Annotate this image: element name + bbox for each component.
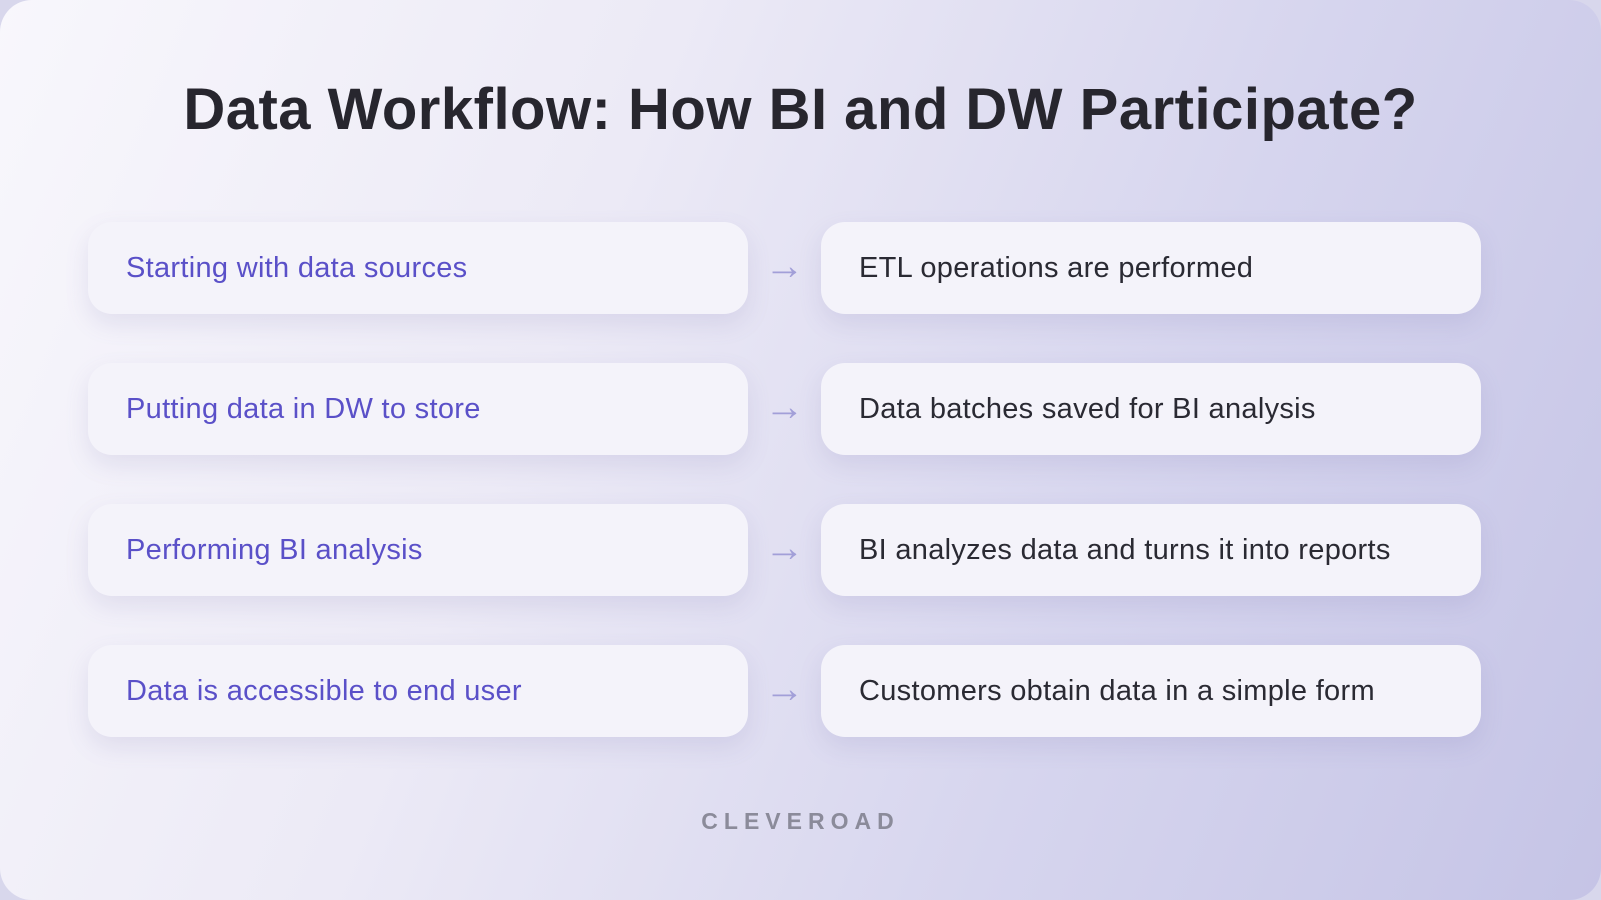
- workflow-step-label: Putting data in DW to store: [126, 392, 481, 425]
- workflow-result-label: ETL operations are performed: [859, 251, 1254, 284]
- arrow-cell: →: [748, 526, 821, 570]
- right-arrow-icon: →: [764, 385, 805, 429]
- workflow-row: Starting with data sources → ETL operati…: [88, 222, 1481, 314]
- workflow-step-card: Data is accessible to end user: [88, 645, 748, 737]
- arrow-cell: →: [748, 667, 821, 711]
- right-arrow-icon: →: [764, 526, 805, 570]
- workflow-rows: Starting with data sources → ETL operati…: [88, 222, 1481, 737]
- workflow-result-label: Data batches saved for BI analysis: [859, 392, 1316, 425]
- workflow-result-card: ETL operations are performed: [821, 222, 1481, 314]
- brand-logo: CLEVEROAD: [701, 808, 900, 834]
- arrow-cell: →: [748, 244, 821, 288]
- right-arrow-icon: →: [764, 244, 805, 288]
- workflow-step-label: Performing BI analysis: [126, 533, 423, 566]
- workflow-row: Putting data in DW to store → Data batch…: [88, 363, 1481, 455]
- right-arrow-icon: →: [764, 667, 805, 711]
- workflow-result-card: Data batches saved for BI analysis: [821, 363, 1481, 455]
- workflow-step-label: Data is accessible to end user: [126, 674, 522, 707]
- workflow-result-label: BI analyzes data and turns it into repor…: [859, 533, 1391, 566]
- workflow-result-card: Customers obtain data in a simple form: [821, 645, 1481, 737]
- workflow-result-label: Customers obtain data in a simple form: [859, 674, 1375, 707]
- page-title: Data Workflow: How BI and DW Participate…: [183, 77, 1418, 142]
- workflow-step-card: Performing BI analysis: [88, 504, 748, 596]
- workflow-step-card: Starting with data sources: [88, 222, 748, 314]
- workflow-row: Performing BI analysis → BI analyzes dat…: [88, 504, 1481, 596]
- arrow-cell: →: [748, 385, 821, 429]
- workflow-result-card: BI analyzes data and turns it into repor…: [821, 504, 1481, 596]
- workflow-step-card: Putting data in DW to store: [88, 363, 748, 455]
- workflow-step-label: Starting with data sources: [126, 251, 468, 284]
- workflow-row: Data is accessible to end user → Custome…: [88, 645, 1481, 737]
